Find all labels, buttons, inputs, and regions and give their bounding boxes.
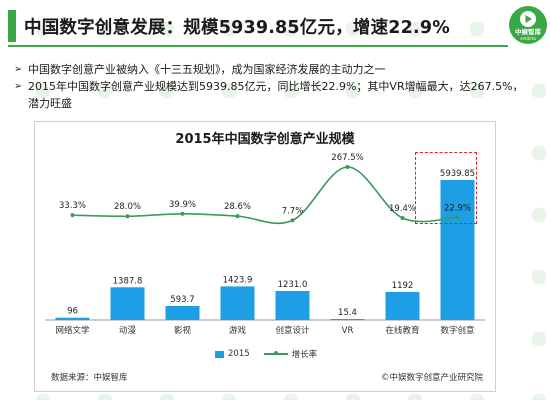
copyright: ©中娱数字创意产业研究院 <box>380 373 483 383</box>
legend-line-swatch <box>263 351 288 355</box>
bullet-item: ➢ 中国数字创意产业被纳入《十三五规划》，成为国家经济发展的主动力之一 <box>14 61 534 78</box>
chart-frame: 96 网络文学 1387.8 动漫 593.7 影视 1423.9 游戏 1231.0 创意设计 1… <box>34 121 496 392</box>
growth-rate-label: 39.9% <box>169 200 196 210</box>
x-tick-label: 游戏 <box>229 325 247 336</box>
bar-value-label: 96 <box>67 307 78 317</box>
bar-5 <box>330 319 365 320</box>
bar-value-label: 1387.8 <box>113 276 143 286</box>
bar-value-label: 15.4 <box>338 308 357 318</box>
bar-value-label: 593.7 <box>170 295 194 305</box>
bar-line-chart: 96 网络文学 1387.8 动漫 593.7 影视 1423.9 游戏 1231.0 创意设计 1… <box>45 153 485 336</box>
bullet-item: ➢ 2015年中国数字创意产业规模达到5939.85亿元，同比增长22.9%；其… <box>14 78 534 112</box>
growth-rate-label: 33.3% <box>59 201 86 211</box>
bar-7 <box>440 180 475 320</box>
growth-rate-label: 28.6% <box>224 202 251 212</box>
bullet-text: 中国数字创意产业被纳入《十三五规划》，成为国家经济发展的主动力之一 <box>28 63 386 76</box>
page-title: 中国数字创意发展：规模5939.85亿元，增速22.9% <box>24 17 451 38</box>
growth-rate-label: 22.9% <box>444 203 471 213</box>
bar-1 <box>110 287 145 320</box>
x-tick-label: 数字创意 <box>440 325 474 336</box>
x-tick-label: 网络文学 <box>55 325 90 336</box>
bar-3 <box>220 286 255 320</box>
x-tick-label: VR <box>342 326 354 336</box>
bullet-arrow-icon: ➢ <box>14 64 23 75</box>
legend-bar-label: 2015 <box>228 349 250 359</box>
growth-rate-label: 267.5% <box>331 153 363 163</box>
chart-legend: 2015 增长率 <box>215 348 317 360</box>
brand-logo: 中娱智库 entdeta <box>509 6 547 44</box>
x-tick-label: 创意设计 <box>275 325 310 336</box>
growth-rate-label: 28.0% <box>114 202 141 212</box>
logo-text: 中娱智库 <box>515 27 542 36</box>
bullet-text: 2015年中国数字创意产业规模达到5939.85亿元，同比增长22.9%；其中V… <box>28 80 524 110</box>
growth-rate-point <box>180 211 185 216</box>
growth-rate-point <box>290 218 295 223</box>
legend-line-label: 增长率 <box>291 350 318 360</box>
title-divider <box>8 45 508 47</box>
bar-6 <box>385 291 420 320</box>
highlight-box <box>415 152 477 224</box>
bar-2 <box>165 306 200 320</box>
bar-0 <box>55 317 90 320</box>
bar-4 <box>275 290 310 320</box>
growth-rate-label: 19.4% <box>389 204 416 214</box>
growth-rate-point <box>70 213 75 218</box>
x-tick-label: 动漫 <box>119 325 137 336</box>
data-source: 数据来源：中娱智库 <box>51 373 128 383</box>
growth-rate-point <box>455 215 460 220</box>
growth-rate-label: 7.7% <box>282 206 304 216</box>
play-logo-icon: 中娱智库 entdeta <box>515 11 542 41</box>
bullet-arrow-icon: ➢ <box>14 81 23 92</box>
bar-value-label: 1423.9 <box>223 275 253 285</box>
x-tick-label: 在线教育 <box>385 325 419 336</box>
bar-value-label: 1192 <box>392 281 414 291</box>
bar-value-label: 5939.85 <box>440 169 475 179</box>
bar-value-label: 1231.0 <box>278 280 308 290</box>
chart-title: 2015年中国数字创意产业规模 <box>175 132 355 147</box>
growth-rate-point <box>125 214 130 219</box>
growth-rate-point <box>400 216 405 221</box>
x-tick-label: 影视 <box>174 325 192 336</box>
growth-rate-point <box>345 165 350 169</box>
logo-subtext: entdeta <box>520 36 536 41</box>
legend-bar-swatch <box>215 350 224 358</box>
growth-rate-point <box>235 214 240 219</box>
bullet-list: ➢ 中国数字创意产业被纳入《十三五规划》，成为国家经济发展的主动力之一 ➢ 20… <box>14 61 534 112</box>
title-bar: 中国数字创意发展：规模5939.85亿元，增速22.9% <box>8 10 516 42</box>
growth-rate-line <box>72 166 458 225</box>
